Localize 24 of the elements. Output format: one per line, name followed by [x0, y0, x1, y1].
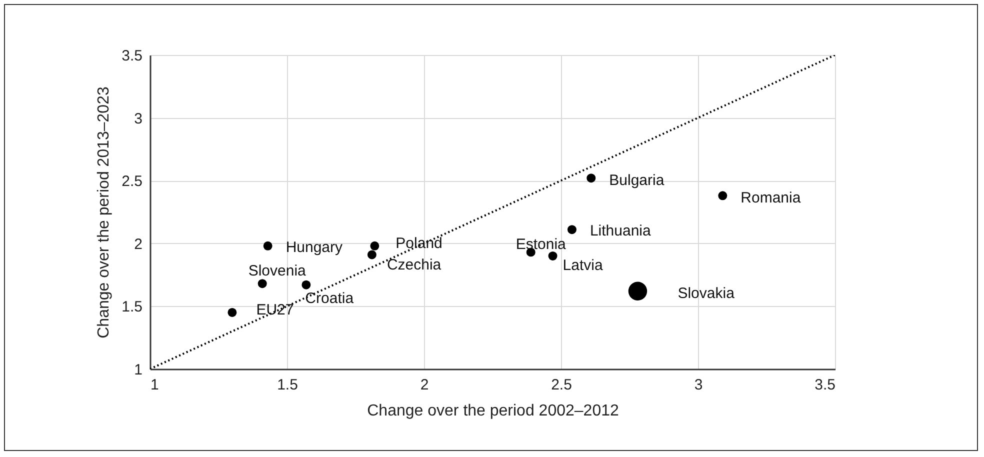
y-axis-title: Change over the period 2013–2023	[96, 86, 113, 338]
y-tick-label: 1.5	[122, 298, 142, 316]
y-tick-label: 3.5	[122, 48, 142, 64]
y-tick-label: 3	[134, 110, 142, 128]
x-tick-label: 3	[694, 376, 703, 394]
annotation: Latvia	[562, 256, 604, 274]
x-tick-label: 1.5	[277, 376, 298, 394]
annotation: Estonia	[516, 236, 567, 254]
annotation: Lithuania	[590, 222, 652, 240]
annotation: Romania	[740, 190, 802, 207]
x-axis-title: Change over the period 2002–2012	[367, 402, 619, 420]
annotation: Czechia	[386, 256, 442, 274]
annotation: Hungary	[286, 238, 344, 256]
annotation: Slovakia	[678, 285, 736, 302]
x-tick-label: 2	[420, 376, 429, 394]
y-tick-label: 2.5	[122, 173, 142, 190]
x-tick-label: 2.5	[551, 376, 572, 394]
annotation: Bulgaria	[609, 172, 665, 190]
annotation: Croatia	[305, 290, 354, 307]
x-tick-label: 1	[150, 376, 159, 394]
y-tick-label: 1	[134, 362, 142, 378]
annotation: Slovenia	[248, 262, 307, 280]
y-tick-label: 2	[134, 236, 142, 253]
x-tick-label: 3.5	[814, 376, 836, 394]
